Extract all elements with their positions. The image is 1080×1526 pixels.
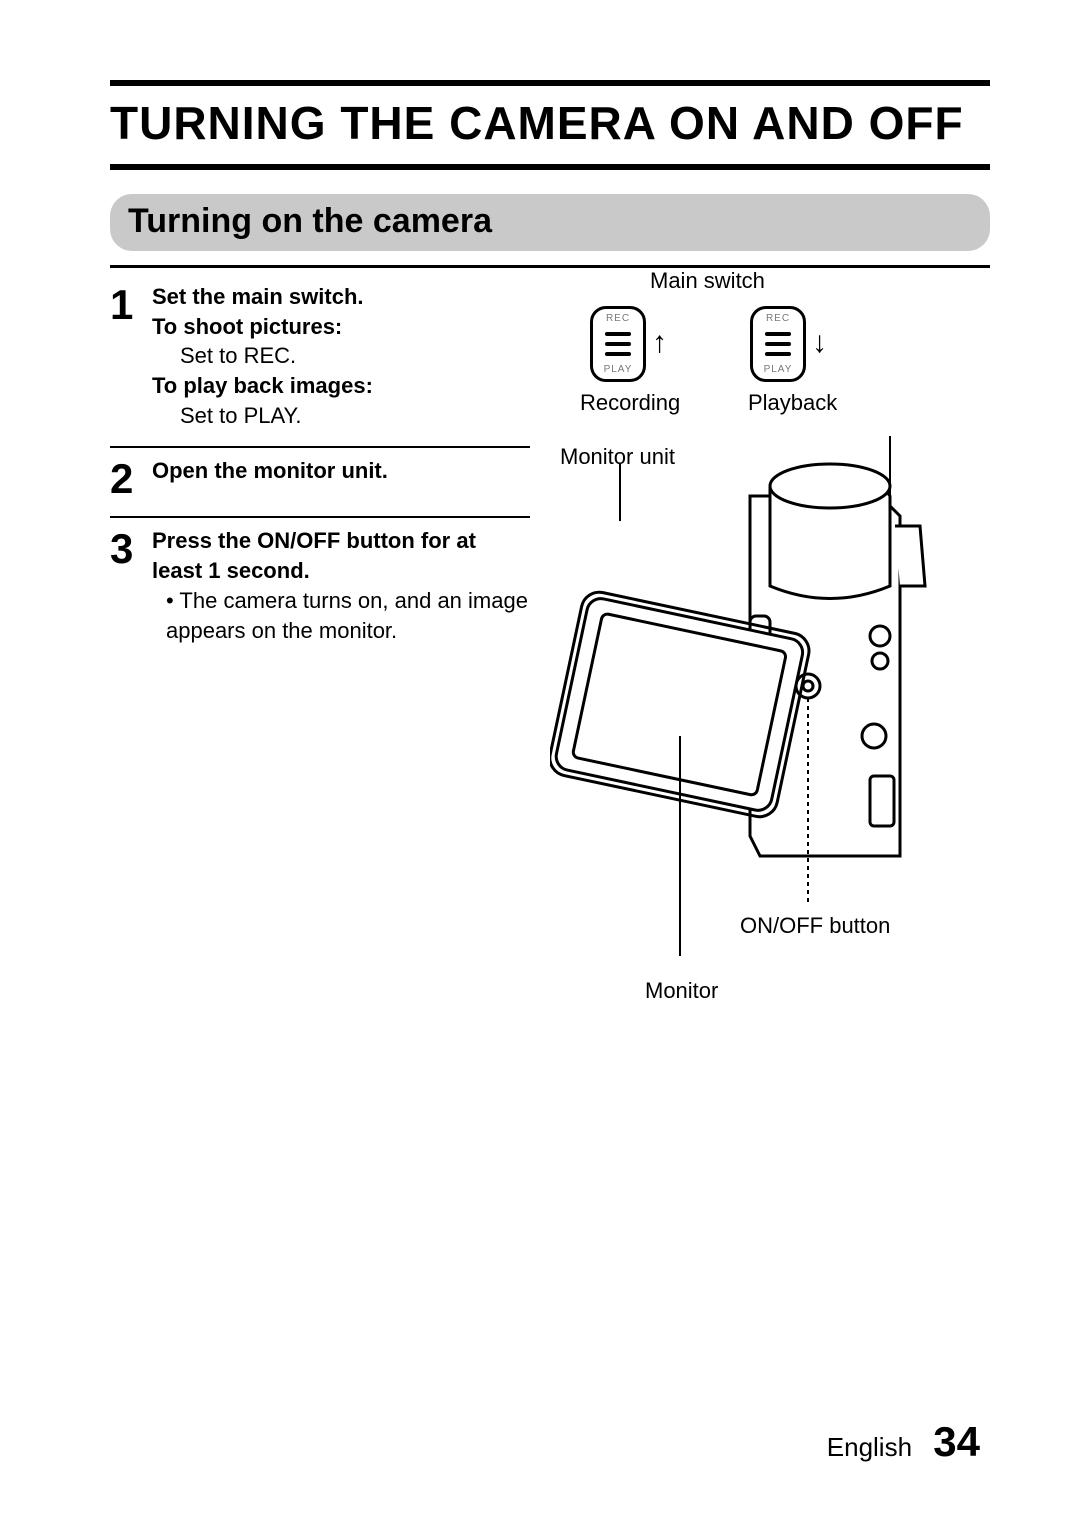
step-line: Open the monitor unit.: [152, 456, 530, 486]
steps-column: 1 Set the main switch. To shoot pictures…: [110, 268, 530, 661]
label-recording: Recording: [580, 390, 680, 416]
step-number: 2: [110, 456, 152, 500]
page-title: TURNING THE CAMERA ON AND OFF: [110, 80, 990, 170]
section-heading: Turning on the camera: [110, 194, 990, 251]
arrow-down-icon: ↓: [812, 326, 827, 360]
step-line: The camera turns on, and an image appear…: [152, 586, 530, 645]
step-3: 3 Press the ON/OFF button for at least 1…: [110, 518, 530, 661]
switch-play-icon: [750, 306, 806, 382]
page-footer: English 34: [827, 1418, 980, 1466]
label-main-switch: Main switch: [650, 268, 765, 294]
diagram-area: Main switch ↑ ↓ Recording Playback Monit…: [530, 268, 990, 661]
label-monitor: Monitor: [645, 978, 718, 1004]
camera-illustration: [550, 436, 950, 996]
step-line: To shoot pictures:: [152, 312, 530, 342]
step-line: Set to PLAY.: [152, 401, 530, 431]
footer-language: English: [827, 1432, 912, 1462]
step-number: 1: [110, 282, 152, 430]
step-1: 1 Set the main switch. To shoot pictures…: [110, 274, 530, 448]
step-number: 3: [110, 526, 152, 645]
step-line: To play back images:: [152, 371, 530, 401]
switch-rec-icon: [590, 306, 646, 382]
label-onoff-button: ON/OFF button: [740, 913, 890, 939]
step-line: Set to REC.: [152, 341, 530, 371]
step-2: 2 Open the monitor unit.: [110, 448, 530, 518]
footer-page-number: 34: [933, 1418, 980, 1465]
step-line: Set the main switch.: [152, 282, 530, 312]
arrow-up-icon: ↑: [652, 326, 667, 360]
label-playback: Playback: [748, 390, 837, 416]
step-line: Press the ON/OFF button for at least 1 s…: [152, 526, 530, 585]
